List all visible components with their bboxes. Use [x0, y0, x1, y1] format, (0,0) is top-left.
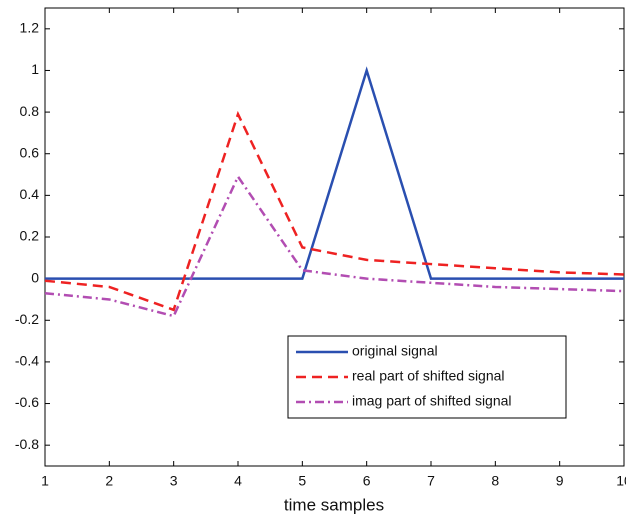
y-tick-label: -0.8: [15, 436, 39, 452]
y-tick-label: 0: [31, 269, 39, 285]
x-tick-label: 9: [556, 473, 564, 489]
y-tick-label: 0.8: [20, 103, 40, 119]
x-tick-label: 8: [491, 473, 499, 489]
series-line: [45, 66, 624, 280]
x-tick-label: 4: [234, 473, 242, 489]
x-tick-label: 7: [427, 473, 435, 489]
x-tick-label: 1: [41, 473, 49, 489]
y-tick-label: -0.4: [15, 353, 39, 369]
y-tick-label: 0.6: [20, 144, 40, 160]
y-tick-label: 0.4: [20, 186, 40, 202]
x-tick-label: 2: [105, 473, 113, 489]
series-line: [44, 110, 625, 312]
x-tick-label: 5: [298, 473, 306, 489]
legend-label: original signal: [352, 343, 438, 359]
series-line: [44, 174, 625, 318]
y-tick-label: 0.2: [20, 228, 40, 244]
x-tick-label: 6: [363, 473, 371, 489]
x-axis-label: time samples: [284, 495, 384, 514]
x-tick-label: 10: [616, 473, 626, 489]
y-tick-label: 1: [31, 61, 39, 77]
legend-box: [287, 335, 567, 419]
y-tick-label: -0.6: [15, 394, 39, 410]
y-tick-label: -0.2: [15, 311, 39, 327]
legend-label: real part of shifted signal: [352, 368, 505, 384]
y-tick-label: 1.2: [20, 20, 40, 36]
x-tick-label: 3: [170, 473, 178, 489]
legend-label: imag part of shifted signal: [352, 393, 512, 409]
